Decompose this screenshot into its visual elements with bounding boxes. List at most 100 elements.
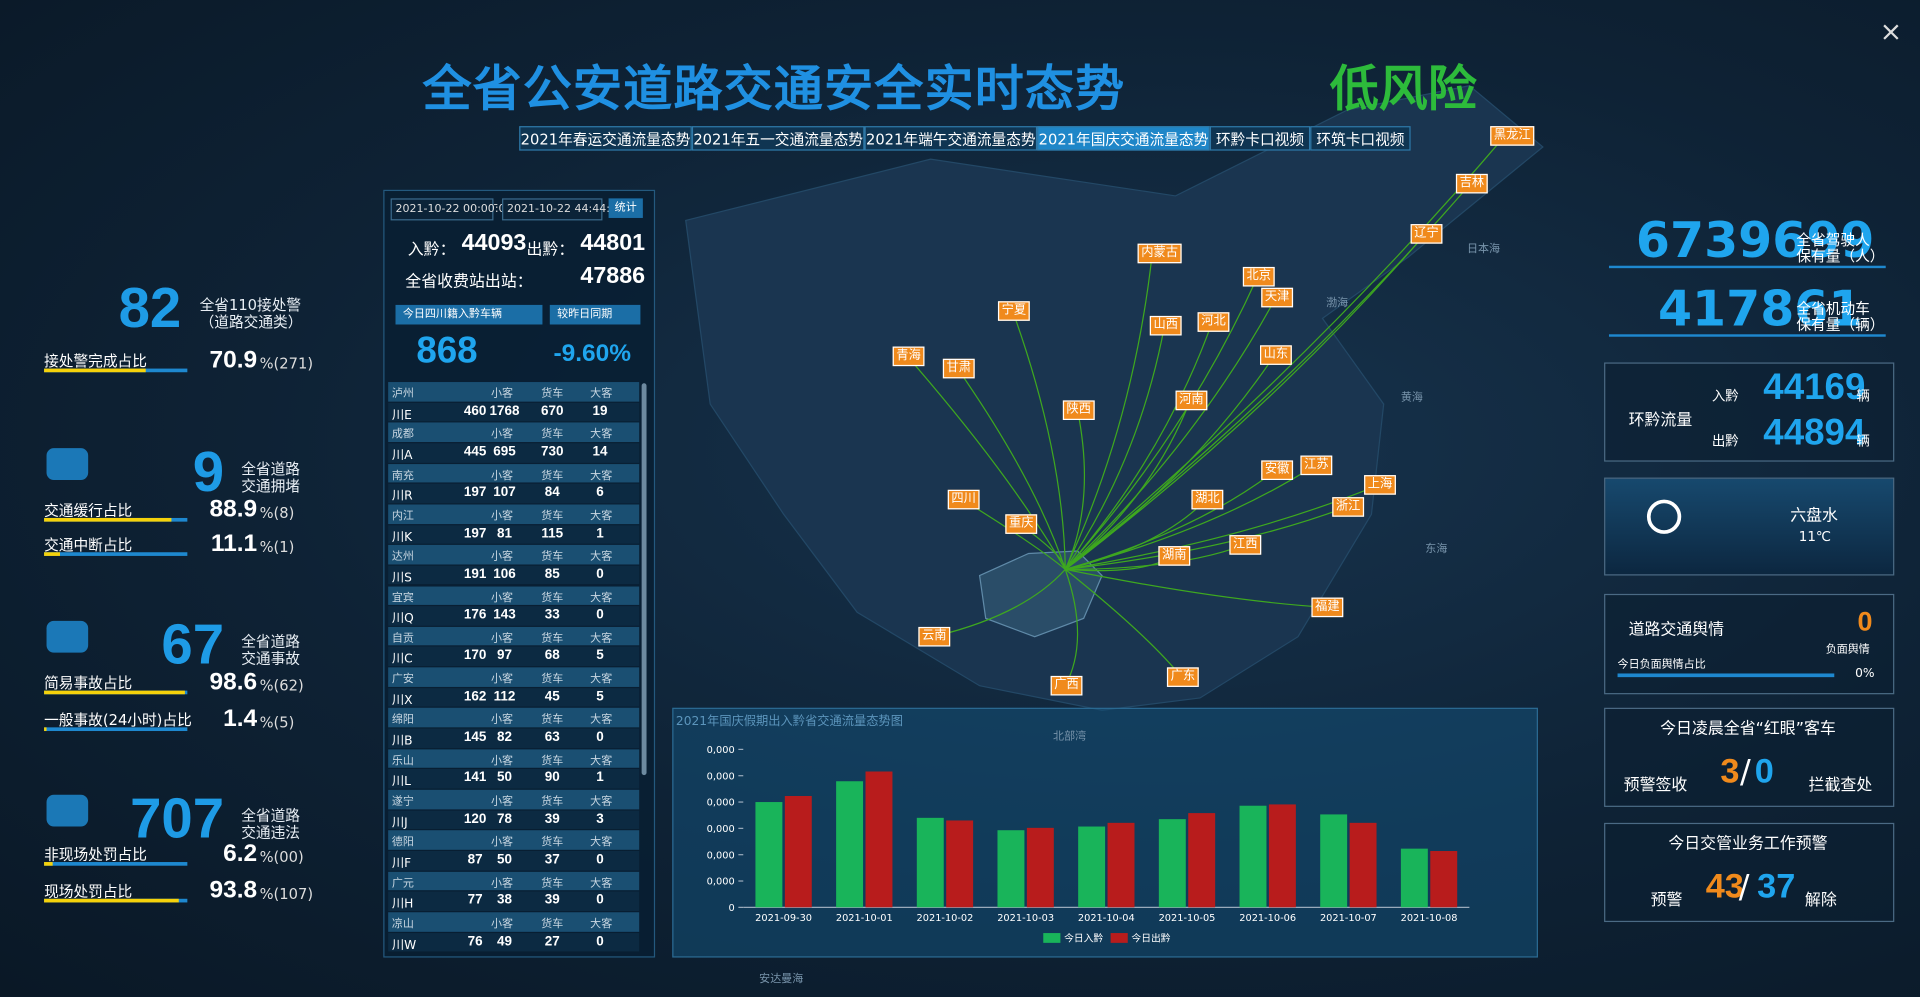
table-header-row — [388, 667, 640, 687]
tab[interactable]: 2021年春运交通流量态势 — [519, 126, 692, 151]
end-date[interactable]: 2021-10-22 44:44:43 — [502, 198, 624, 221]
column-header: 小客 — [491, 836, 514, 849]
column-header: 大客 — [590, 388, 613, 401]
table-row — [388, 810, 640, 830]
column-header: 小客 — [491, 510, 514, 523]
table-cell: 0 — [596, 933, 604, 949]
table-cell: 87 — [467, 852, 483, 867]
bar — [755, 802, 783, 908]
tab[interactable]: 2021年端午交通流量态势 — [864, 126, 1038, 151]
province-label: 湖北 — [1191, 489, 1224, 510]
flow-line — [1012, 310, 1066, 570]
table-cell: 197 — [463, 485, 487, 500]
start-date[interactable]: 2021-10-22 00:00:00 — [390, 198, 513, 221]
province-label: 吉林 — [1455, 173, 1488, 194]
column-header: 货车 — [541, 918, 564, 931]
weather-box — [1604, 477, 1895, 576]
bar — [1078, 826, 1106, 908]
vehicle-select[interactable]: 今日四川籍入黔车辆 — [395, 304, 543, 325]
y-tick-label: 0,000 — [707, 745, 735, 756]
city-name: 凉山 — [391, 918, 414, 931]
bar — [865, 771, 893, 908]
bar — [1239, 805, 1267, 908]
flow-in-value: 44169 — [1763, 367, 1866, 408]
plate: 川L — [391, 775, 411, 789]
stat-button[interactable]: 统计 — [608, 198, 643, 218]
bar — [916, 817, 944, 908]
panel-left: 预警签收 — [1623, 776, 1688, 795]
row-label: 接处警完成占比 — [44, 352, 147, 370]
province-label: 辽宁 — [1410, 224, 1443, 244]
table-cell: 84 — [544, 485, 560, 500]
table-cell: 176 — [463, 607, 487, 623]
table-cell: 730 — [540, 444, 564, 460]
stat-label: 全省道路 — [241, 633, 301, 651]
progress-track — [44, 862, 188, 866]
table-cell: 97 — [496, 648, 512, 663]
province-label: 浙江 — [1332, 497, 1365, 517]
column-header: 大客 — [590, 755, 613, 768]
table-row — [388, 891, 640, 911]
row-percent: 11.1 — [210, 530, 258, 558]
table-row — [388, 687, 640, 708]
row-label: 非现场处罚占比 — [44, 846, 147, 864]
table-cell: 107 — [493, 485, 516, 500]
column-header: 货车 — [541, 714, 564, 727]
total-label: 全省机动车 — [1796, 300, 1870, 318]
tab[interactable]: 2021年五一交通流量态势 — [691, 126, 865, 151]
panel-title: 今日交管业务工作预警 — [1668, 835, 1828, 854]
column-header: 小客 — [491, 592, 514, 605]
table-cell: 3 — [596, 811, 604, 827]
province-label: 江西 — [1229, 535, 1262, 555]
tab[interactable]: 2021年国庆交通流量态势 — [1037, 126, 1210, 151]
flow-line — [1064, 135, 1506, 570]
column-header: 大客 — [590, 877, 613, 890]
info-box — [1604, 362, 1895, 462]
table-row — [388, 443, 640, 463]
table-row — [388, 932, 640, 952]
table-cell: 6 — [596, 485, 604, 500]
table-cell: 90 — [544, 770, 560, 786]
table-row — [388, 728, 640, 748]
table-cell: 81 — [496, 525, 512, 541]
column-header: 大客 — [590, 632, 613, 646]
x-tick-label: 2021-10-04 — [1078, 913, 1135, 924]
table-cell: 197 — [463, 525, 487, 541]
panel-left: 预警 — [1650, 891, 1683, 910]
tab[interactable]: 环筑卡口视频 — [1310, 126, 1411, 151]
row-suffix: %(107) — [259, 885, 314, 903]
row-suffix: %(00) — [259, 848, 304, 866]
table-cell: 115 — [541, 525, 564, 541]
land — [685, 85, 1544, 711]
stat-icon — [46, 448, 89, 481]
column-header: 货车 — [541, 428, 564, 442]
province-label: 陕西 — [1062, 400, 1095, 421]
flow-out-value: 44894 — [1763, 412, 1866, 454]
close-button[interactable]: × — [1879, 17, 1903, 48]
province-label: 北京 — [1242, 266, 1275, 287]
opinion-ratio: 0% — [1855, 667, 1875, 681]
table-cell: 50 — [496, 852, 512, 867]
compare-button[interactable]: 较昨日同期 — [549, 304, 641, 325]
table-header-row — [388, 626, 640, 646]
table-cell: 141 — [463, 770, 487, 786]
plate: 川F — [391, 857, 412, 871]
table-cell: 50 — [496, 770, 512, 786]
table-header-row — [388, 545, 640, 565]
scrollbar[interactable] — [641, 383, 647, 776]
legend-label: 今日出黔 — [1131, 932, 1170, 945]
flow-line — [1064, 569, 1079, 687]
flow-line — [1065, 499, 1207, 570]
y-tick-label: 0,000 — [707, 824, 735, 835]
opinion-title: 道路交通舆情 — [1628, 620, 1725, 640]
column-header: 货车 — [541, 592, 564, 605]
city-name: 广元 — [391, 877, 414, 890]
tab[interactable]: 环黔卡口视频 — [1209, 126, 1311, 151]
table-cell: 19 — [592, 403, 608, 419]
bar — [1400, 848, 1428, 908]
total-label: 保有量（辆） — [1796, 315, 1885, 334]
table-cell: 27 — [544, 933, 560, 949]
progress-track — [44, 552, 188, 556]
